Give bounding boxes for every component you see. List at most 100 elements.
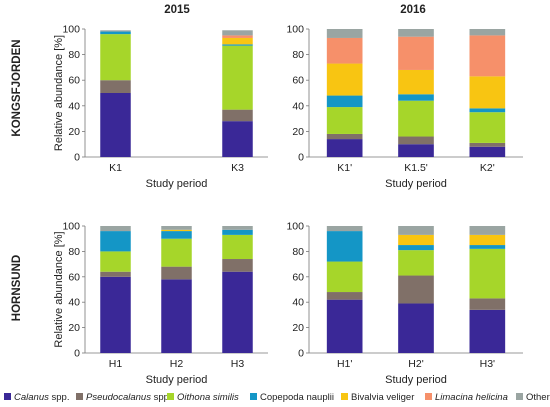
bar-segment — [398, 36, 434, 70]
bar-segment — [326, 139, 363, 157]
bar-segment — [398, 29, 434, 37]
bar-segment — [326, 37, 363, 64]
y-tick-label: 80 — [68, 246, 80, 258]
bar-segment — [326, 29, 363, 38]
y-tick-label: 100 — [286, 221, 304, 233]
bar-segment — [469, 248, 506, 299]
bar-segment — [398, 250, 434, 276]
x-axis-label: Study period — [146, 374, 208, 386]
bar-segment — [469, 298, 506, 310]
y-tick-label: 100 — [62, 24, 80, 36]
x-tick-label: K1.5' — [404, 162, 428, 174]
chart-panel: 0 20 40 60 80 100 H1 H2 H3 Study period Relative a… — [53, 221, 268, 386]
legend-item: Calanus spp. — [4, 392, 69, 403]
bar-segment — [469, 108, 506, 113]
legend-item: Bivalvia veliger — [341, 392, 414, 403]
x-tick-label: K3 — [231, 162, 244, 174]
legend-label: Copepoda nauplii — [260, 392, 334, 403]
x-tick-label: K1 — [109, 162, 122, 174]
column-label-2015: 2015 — [164, 4, 190, 16]
x-tick-label: K1' — [337, 162, 352, 174]
y-tick-label: 60 — [68, 271, 80, 283]
legend-item: Others — [516, 392, 550, 403]
row-label-kongsfjorden: KONGSFJORDEN — [11, 39, 23, 136]
bar-segment — [326, 292, 363, 300]
x-tick-label: H2 — [170, 358, 184, 370]
bar-segment — [222, 109, 253, 122]
bar-segment — [469, 309, 506, 353]
bar-segment — [222, 271, 253, 353]
x-tick-label: H1 — [109, 358, 123, 370]
bar-segment — [222, 45, 253, 110]
bar-segment — [222, 30, 253, 36]
y-tick-label: 40 — [68, 100, 80, 112]
bar-segment — [100, 80, 131, 93]
legend-label: Pseudocalanus spp. — [86, 392, 172, 403]
bar-segment — [398, 144, 434, 157]
x-tick-label: K2' — [480, 162, 495, 174]
bar-segment — [469, 112, 506, 143]
y-tick-label: 0 — [298, 348, 304, 360]
bar-segment — [326, 231, 363, 262]
bar-segment — [100, 251, 131, 272]
chart-panels: 0 20 40 60 80 100 K1 K3 Study period Relative abu… — [53, 24, 523, 386]
y-tick-label: 20 — [292, 126, 304, 138]
bar-segment — [161, 226, 192, 230]
bar-segment — [161, 231, 192, 239]
bar-segment — [398, 303, 434, 353]
legend-swatch — [516, 393, 523, 400]
bar-segment — [398, 94, 434, 101]
y-tick-label: 100 — [62, 221, 80, 233]
bar-segment — [326, 133, 363, 140]
y-tick-label: 20 — [68, 322, 80, 334]
y-tick-label: 0 — [74, 348, 80, 360]
legend-label: Bivalvia veliger — [351, 392, 414, 403]
bar-segment — [222, 259, 253, 272]
y-tick-label: 100 — [286, 24, 304, 36]
bar-segment — [222, 35, 253, 38]
y-tick-label: 0 — [74, 152, 80, 164]
y-tick-label: 80 — [292, 246, 304, 258]
bar-segment — [469, 76, 506, 109]
bar-segment — [100, 30, 131, 32]
bar-segment — [161, 279, 192, 353]
bar-segment — [161, 266, 192, 280]
legend-label: Limacina helicina — [435, 392, 508, 403]
bar-segment — [100, 226, 131, 232]
bar-segment — [469, 245, 506, 249]
legend-item: Pseudocalanus spp. — [76, 392, 172, 403]
y-tick-label: 60 — [68, 75, 80, 87]
bar-segment — [100, 271, 131, 277]
y-tick-label: 80 — [292, 49, 304, 61]
legend-label: Others — [526, 392, 550, 403]
y-axis-label: Relative abundance [%] — [53, 231, 65, 347]
legend-label: Calanus spp. — [14, 392, 69, 403]
legend-swatch — [167, 393, 174, 400]
y-axis-label: Relative abundance [%] — [53, 35, 65, 151]
bar-segment — [326, 261, 363, 293]
x-axis-label: Study period — [146, 178, 208, 190]
chart-panel: 0 20 40 60 80 100 K1' K1.5' K2' Study period — [286, 24, 523, 190]
bar-segment — [469, 35, 506, 77]
x-axis-label: Study period — [385, 374, 447, 386]
bar-segment — [222, 226, 253, 230]
chart-panel: 0 20 40 60 80 100 K1 K3 Study period Relative abu… — [53, 24, 268, 190]
bar-segment — [469, 29, 506, 36]
legend-item: Limacina helicina — [425, 392, 508, 403]
bar-segment — [326, 63, 363, 96]
bar-segment — [222, 234, 253, 260]
bar-segment — [326, 299, 363, 353]
x-tick-label: H2' — [408, 358, 423, 370]
bar-segment — [469, 234, 506, 246]
bar-segment — [398, 136, 434, 145]
column-label-2016: 2016 — [400, 4, 426, 16]
bar-segment — [161, 229, 192, 232]
legend-item: Oithona similis — [167, 392, 239, 403]
bar-segment — [398, 226, 434, 235]
bar-segment — [100, 93, 131, 157]
bar-segment — [326, 226, 363, 232]
bar-segment — [398, 69, 434, 95]
bar-segment — [100, 31, 131, 35]
y-tick-label: 40 — [68, 297, 80, 309]
bar-segment — [100, 231, 131, 252]
